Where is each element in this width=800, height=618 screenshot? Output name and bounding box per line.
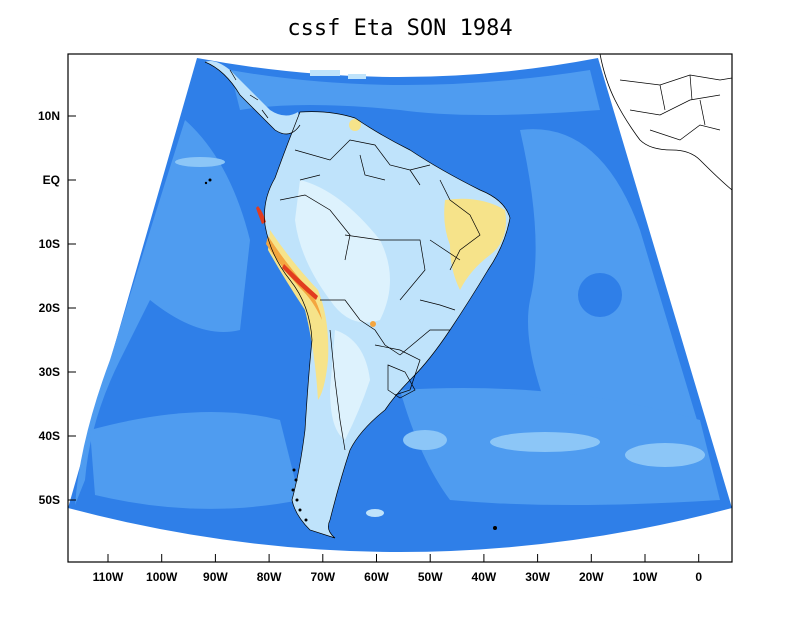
- ocean-patch-light-3: [403, 430, 447, 450]
- y-tick-label: 10N: [38, 109, 60, 123]
- x-axis: 110W 100W 90W 80W 70W 60W 50W 40W 30W 20W 10W 0: [93, 554, 702, 584]
- x-tick-label: 0: [695, 570, 702, 584]
- ocean-band-mid-west: [75, 120, 250, 505]
- ocean-patch-light-2: [625, 443, 705, 467]
- chile-islands: [204, 178, 497, 530]
- x-tick-label: 40W: [472, 570, 497, 584]
- africa-borders: [619, 74, 732, 141]
- ocean-patch-light-4: [175, 157, 225, 167]
- hotspot-inland: [370, 321, 376, 327]
- x-tick-label: 50W: [418, 570, 443, 584]
- y-tick-label: EQ: [43, 173, 60, 187]
- x-tick-label: 80W: [257, 570, 282, 584]
- x-tick-label: 10W: [633, 570, 658, 584]
- y-tick-label: 20S: [39, 301, 60, 315]
- africa-coast-outline: [599, 54, 732, 191]
- y-tick-label: 30S: [39, 365, 60, 379]
- dry-patch-north: [349, 119, 361, 131]
- dry-strip-andes: [268, 230, 329, 400]
- y-tick-label: 50S: [39, 493, 60, 507]
- x-tick-label: 20W: [579, 570, 604, 584]
- x-tick-label: 110W: [93, 570, 124, 584]
- caribbean-island-2: [348, 74, 366, 79]
- x-tick-label: 100W: [146, 570, 178, 584]
- x-tick-label: 70W: [310, 570, 335, 584]
- ocean-band-mid-south: [90, 412, 300, 509]
- ocean-band-mid-north: [230, 70, 600, 115]
- country-borders: [204, 61, 511, 539]
- hotspot-peru-coast: [256, 206, 266, 224]
- dry-region-northeast-brazil: [444, 198, 506, 290]
- y-tick-label: 10S: [39, 237, 60, 251]
- y-tick-label: 40S: [39, 429, 60, 443]
- hotspot-peru-coast-2: [282, 264, 318, 300]
- y-axis: 10N EQ 10S 20S 30S 40S 50S: [38, 109, 76, 507]
- land-pale-chaco: [330, 330, 370, 440]
- x-tick-label: 60W: [364, 570, 389, 584]
- caribbean-island-1: [310, 70, 340, 76]
- map-title: cssf Eta SON 1984: [287, 16, 513, 41]
- ocean-patch-dark-1: [578, 273, 622, 317]
- ocean-patch-light-1: [490, 432, 600, 452]
- x-tick-label: 30W: [525, 570, 550, 584]
- falklands-land: [366, 509, 384, 517]
- x-tick-label: 90W: [203, 570, 228, 584]
- land-pale-amazon: [295, 180, 390, 323]
